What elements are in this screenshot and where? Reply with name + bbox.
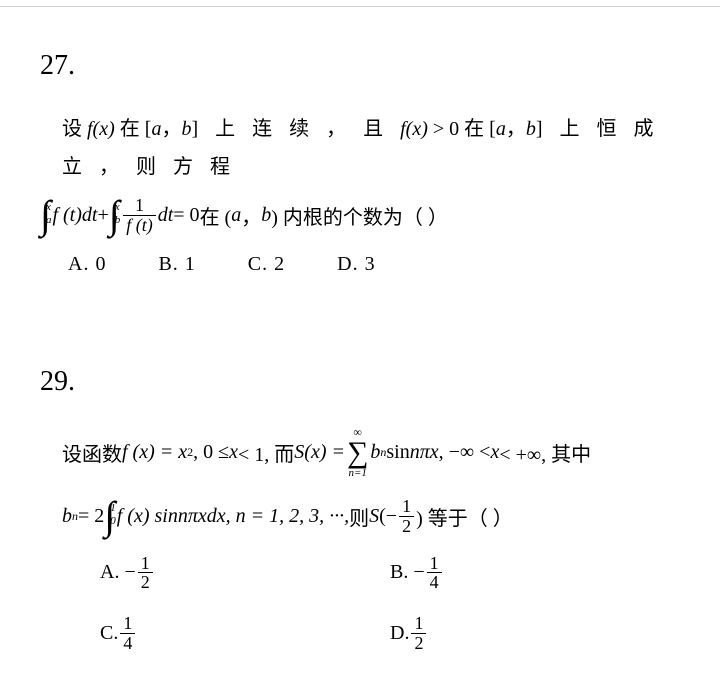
int2-lower: b <box>115 215 121 226</box>
optC-frac: 14 <box>120 614 135 653</box>
int3-lower: 0 <box>110 516 116 527</box>
optB-den: 4 <box>427 572 442 592</box>
q29-open: (− <box>379 505 397 528</box>
sigma-sum: ∞ ∑ n=1 <box>347 426 368 479</box>
tail-bsym: b <box>261 204 271 227</box>
integral-1: ∫ xa <box>40 198 51 232</box>
q29-opt-b[interactable]: B. − 14 <box>390 554 680 593</box>
q27-c1: ， <box>161 118 181 140</box>
q29-t1: 设函数 <box>62 438 122 467</box>
top-divider <box>0 6 720 7</box>
q29-opt-a[interactable]: A. − 12 <box>100 554 390 593</box>
q29-eq2: = 2 <box>78 505 104 528</box>
q27-b2: b <box>526 118 536 140</box>
question-27: 27. 设 f(x) 在 [a，b] 上 连 续 ， 且 f(x) > 0 在 … <box>40 50 680 276</box>
sum-bot: n=1 <box>348 468 366 479</box>
half-num: 1 <box>399 497 414 516</box>
integral-2: ∫ xb <box>109 198 120 232</box>
optB-label: B. − <box>390 561 425 584</box>
q27-t2: 在 [ <box>115 118 152 140</box>
q27-a2: a <box>496 118 506 140</box>
fraction-1ft: 1 f (t) <box>123 196 156 235</box>
int2-upper: x <box>115 202 121 213</box>
q29-close: ) 等于（ ） <box>416 502 513 531</box>
q27-b1: b <box>181 118 191 140</box>
q29-bn: b <box>370 441 380 464</box>
q29-options: A. − 12 B. − 14 C. 14 D. 12 <box>40 554 680 654</box>
q29-Sx: S(x) = <box>294 441 345 464</box>
optC-den: 4 <box>120 633 135 653</box>
int1-body: f (t)dt <box>52 204 97 227</box>
q27-a1: a <box>151 118 161 140</box>
optB-frac: 14 <box>427 554 442 593</box>
dt: dt <box>158 204 174 227</box>
q27-opt-d[interactable]: D. 3 <box>337 253 375 275</box>
q29-number: 29. <box>40 366 680 398</box>
optB-num: 1 <box>427 554 442 573</box>
q29-bn2: b <box>62 505 72 528</box>
q29-opt-d[interactable]: D. 12 <box>390 614 680 653</box>
optC-num: 1 <box>120 614 135 633</box>
q27-opt-a[interactable]: A. 0 <box>68 253 106 275</box>
int3-upper: 1 <box>110 503 116 514</box>
integral-3: ∫ 10 <box>104 499 115 533</box>
q27-gt0: > 0 <box>428 118 459 140</box>
q27-fx1: f(x) <box>87 118 115 140</box>
plus-sign: + <box>97 204 108 227</box>
optC-label: C. <box>100 622 118 645</box>
tail-asym: a <box>231 204 241 227</box>
tail-a: 在 ( <box>200 201 232 230</box>
optA-den: 2 <box>138 572 153 592</box>
q29-x1: x <box>229 441 238 464</box>
q27-t3: ] 上 连 续 ， 且 <box>191 118 400 140</box>
q29-line2: bn = 2 ∫ 10 f (x) sin nπxdx , n = 1, 2, … <box>40 497 680 536</box>
q29-x2: x <box>490 441 499 464</box>
eq-zero: = 0 <box>173 204 199 227</box>
optD-frac: 12 <box>411 614 426 653</box>
q29-line1: 设函数 f (x) = x2 , 0 ≤ x < 1, 而 S(x) = ∞ ∑… <box>40 426 680 479</box>
frac-den: f (t) <box>123 215 156 235</box>
optD-den: 2 <box>411 633 426 653</box>
optA-num: 1 <box>138 554 153 573</box>
q27-t4: 在 [ <box>459 118 496 140</box>
q29-then: 则 <box>349 502 369 531</box>
q29-fx2: f (x) sin <box>117 505 178 528</box>
fraction-half: 1 2 <box>399 497 414 536</box>
tail-comma: ， <box>241 201 261 230</box>
q29-S: S <box>369 505 379 528</box>
int1-upper: x <box>46 202 52 213</box>
tail-b: ) 内根的个数为（ ） <box>271 201 448 230</box>
q29-t5: < +∞, 其中 <box>499 438 591 467</box>
q27-c2: ， <box>506 118 526 140</box>
q29-npix: nπx <box>410 441 439 464</box>
q29-opt-c[interactable]: C. 14 <box>100 614 390 653</box>
q29-t2: , 0 ≤ <box>193 441 229 464</box>
q27-number: 27. <box>40 50 680 82</box>
q29-fx: f (x) = x <box>122 441 187 464</box>
int1-lower: a <box>46 215 52 226</box>
optA-label: A. − <box>100 561 136 584</box>
q29-npixdx: nπxdx <box>178 505 226 528</box>
q27-fx2: f(x) <box>400 118 428 140</box>
q29-nseq: , n = 1, 2, 3, ···, <box>226 505 350 528</box>
q27-equation: ∫ xa f (t)dt + ∫ xb 1 f (t) dt = 0 在 (a，… <box>40 196 680 235</box>
optD-num: 1 <box>411 614 426 633</box>
half-den: 2 <box>399 516 414 536</box>
frac-num: 1 <box>132 196 147 215</box>
optA-frac: 12 <box>138 554 153 593</box>
page-content: 27. 设 f(x) 在 [a，b] 上 连 续 ， 且 f(x) > 0 在 … <box>0 0 720 673</box>
q29-t3: < 1, 而 <box>238 438 294 467</box>
q27-t1: 设 <box>62 118 87 140</box>
question-29: 29. 设函数 f (x) = x2 , 0 ≤ x < 1, 而 S(x) =… <box>40 366 680 653</box>
q29-t4: , −∞ < <box>439 441 491 464</box>
q27-options: A. 0 B. 1 C. 2 D. 3 <box>40 253 680 276</box>
q29-sin: sin <box>386 441 409 464</box>
q27-stem-line1: 设 f(x) 在 [a，b] 上 连 续 ， 且 f(x) > 0 在 [a，b… <box>40 110 680 186</box>
q27-opt-c[interactable]: C. 2 <box>248 253 285 275</box>
q27-opt-b[interactable]: B. 1 <box>158 253 195 275</box>
optD-label: D. <box>390 622 409 645</box>
